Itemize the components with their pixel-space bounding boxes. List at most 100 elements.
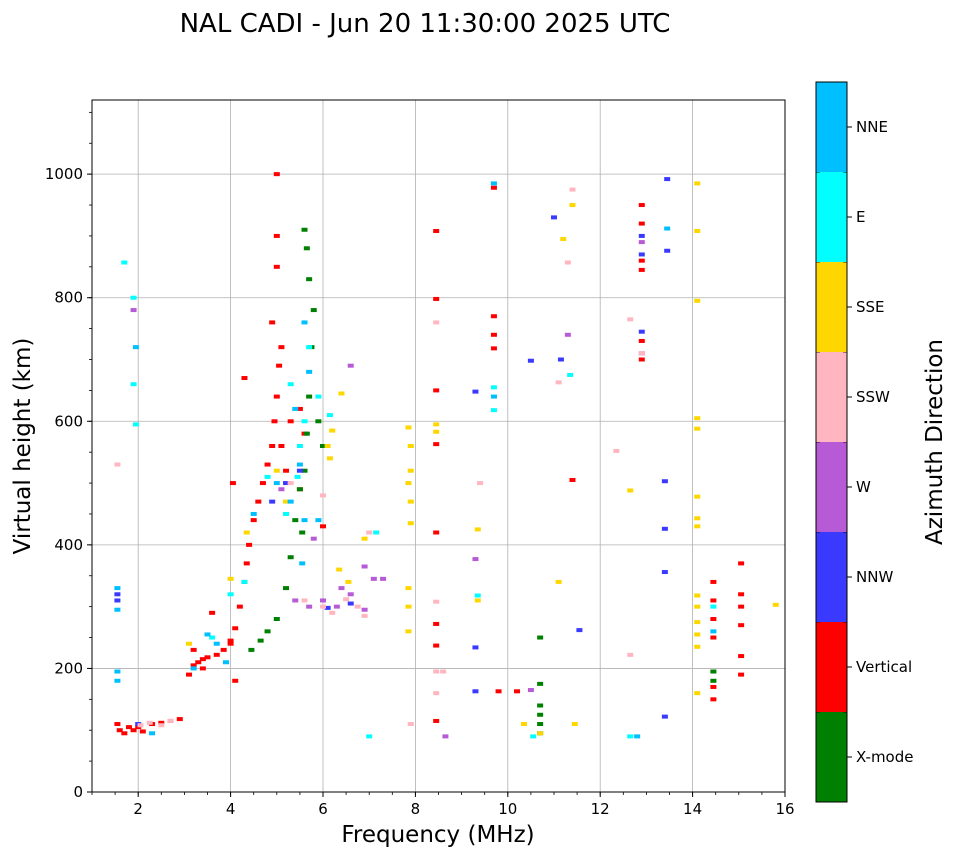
- data-point: [259, 481, 266, 486]
- data-point: [537, 712, 544, 717]
- data-point: [137, 723, 144, 728]
- data-point: [433, 599, 440, 604]
- data-point: [114, 592, 121, 597]
- data-point: [220, 647, 227, 652]
- data-point: [132, 345, 139, 350]
- y-tick-label: 800: [54, 289, 83, 307]
- data-point: [477, 481, 484, 486]
- data-point: [130, 728, 137, 733]
- data-point: [694, 620, 701, 625]
- data-point: [405, 604, 412, 609]
- x-tick-label: 12: [591, 800, 610, 818]
- colorbar-label: Azimuth Direction: [922, 339, 948, 545]
- data-point: [301, 468, 308, 473]
- data-point: [638, 338, 645, 343]
- data-point: [361, 564, 368, 569]
- data-point: [370, 576, 377, 581]
- data-point: [366, 530, 373, 535]
- data-point: [738, 623, 745, 628]
- data-point: [433, 530, 440, 535]
- data-point: [232, 626, 239, 631]
- x-tick-label: 2: [133, 800, 143, 818]
- data-point: [190, 666, 197, 671]
- data-point: [273, 468, 280, 473]
- y-axis-ticks: 0 200 400 600 800 1000: [45, 111, 92, 801]
- data-point: [490, 385, 497, 390]
- data-point: [527, 688, 534, 693]
- colorbar-swatch: [816, 442, 847, 532]
- data-point: [301, 320, 308, 325]
- data-point: [324, 444, 331, 448]
- data-point: [176, 717, 183, 722]
- series-w: [130, 240, 645, 739]
- data-point: [209, 610, 216, 615]
- colorbar-swatch: [816, 82, 847, 172]
- data-point: [167, 718, 174, 723]
- data-point: [278, 345, 285, 350]
- data-point: [694, 298, 701, 303]
- data-point: [638, 233, 645, 238]
- data-point: [222, 660, 229, 665]
- data-point: [306, 369, 313, 374]
- data-point: [627, 317, 634, 322]
- data-point: [130, 382, 137, 387]
- data-point: [373, 530, 380, 535]
- data-point: [243, 561, 250, 566]
- x-axis-ticks: 2 4 6 8 10 12 14 16: [91, 792, 795, 818]
- data-point: [571, 722, 578, 727]
- data-point: [186, 672, 193, 677]
- data-point: [490, 346, 497, 351]
- data-point: [149, 731, 156, 736]
- data-point: [527, 358, 534, 363]
- data-point: [190, 663, 197, 668]
- data-point: [114, 669, 121, 674]
- data-point: [264, 474, 271, 479]
- data-point: [564, 260, 571, 265]
- data-point: [405, 586, 412, 591]
- colorbar-swatch: [816, 352, 847, 442]
- data-point: [292, 406, 299, 411]
- data-point: [264, 462, 271, 467]
- data-point: [694, 604, 701, 609]
- data-point: [125, 725, 132, 730]
- data-point: [336, 567, 343, 572]
- data-point: [114, 722, 121, 727]
- data-point: [490, 408, 497, 413]
- data-point: [407, 521, 414, 526]
- data-point: [490, 332, 497, 337]
- data-point: [299, 530, 306, 535]
- colorbar-swatch: [816, 712, 847, 802]
- data-point: [347, 601, 354, 606]
- data-point: [738, 672, 745, 677]
- data-point: [710, 598, 717, 603]
- colorbar-swatch: [816, 622, 847, 712]
- data-point: [361, 536, 368, 541]
- data-point: [264, 629, 271, 634]
- data-point: [661, 570, 668, 575]
- data-point: [273, 394, 280, 399]
- data-point: [433, 718, 440, 723]
- data-point: [490, 314, 497, 319]
- data-point: [710, 635, 717, 640]
- data-point: [287, 499, 294, 504]
- data-point: [186, 641, 193, 646]
- data-point: [627, 734, 634, 739]
- data-point: [204, 632, 211, 637]
- data-point: [283, 511, 290, 516]
- data-point: [710, 629, 717, 634]
- data-point: [433, 296, 440, 301]
- data-point: [694, 524, 701, 529]
- data-point: [433, 429, 440, 434]
- data-point: [694, 416, 701, 421]
- data-point: [537, 722, 544, 727]
- data-point: [664, 248, 671, 253]
- data-point: [433, 320, 440, 325]
- data-point: [273, 172, 280, 177]
- data-point: [567, 372, 574, 377]
- data-point: [638, 203, 645, 208]
- data-point: [694, 691, 701, 696]
- data-point: [114, 598, 121, 603]
- data-point: [306, 345, 313, 350]
- data-point: [569, 203, 576, 208]
- data-point: [472, 645, 479, 650]
